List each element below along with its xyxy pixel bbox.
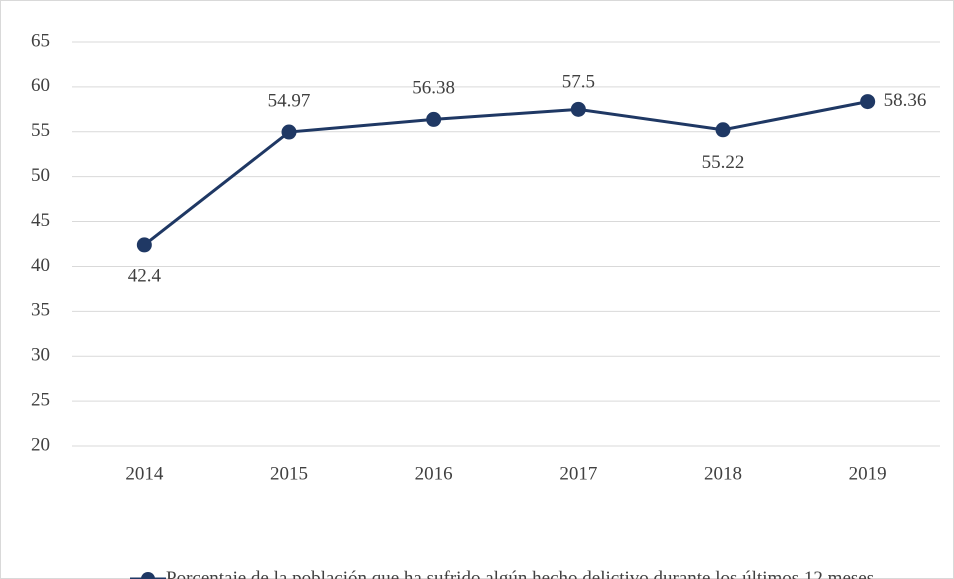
y-tick-label: 60: [31, 75, 50, 96]
x-tick-label: 2015: [270, 463, 308, 484]
y-tick-label: 25: [31, 389, 50, 410]
y-tick-label: 35: [31, 300, 50, 321]
data-label: 57.5: [562, 72, 595, 93]
x-tick-label: 2016: [415, 463, 453, 484]
y-tick-label: 45: [31, 210, 50, 231]
y-tick-label: 55: [31, 120, 50, 141]
legend-label: Porcentaje de la población que ha sufrid…: [166, 568, 875, 579]
series-line: [143, 100, 868, 247]
legend-key: [130, 572, 166, 579]
y-tick-label: 50: [31, 165, 50, 186]
y-tick-label: 65: [31, 30, 50, 51]
x-tick-label: 2017: [559, 463, 597, 484]
legend-marker: [141, 572, 155, 579]
data-point: [136, 237, 152, 253]
x-tick-label: 2018: [704, 463, 742, 484]
data-label: 54.97: [268, 90, 311, 111]
data-point: [281, 124, 297, 140]
data-point: [860, 94, 876, 110]
legend: Porcentaje de la población que ha sufrid…: [130, 566, 930, 579]
data-label: 58.36: [884, 90, 927, 111]
data-point: [426, 111, 442, 127]
data-label: 56.38: [412, 78, 455, 99]
y-tick-label: 30: [31, 345, 50, 366]
data-point: [570, 101, 586, 117]
x-tick-label: 2014: [125, 463, 164, 484]
data-label: 55.22: [702, 152, 745, 173]
x-tick-label: 2019: [849, 463, 887, 484]
y-tick-label: 20: [31, 434, 50, 455]
data-label: 42.4: [128, 265, 162, 286]
y-tick-label: 40: [31, 255, 50, 276]
data-point: [715, 122, 731, 138]
